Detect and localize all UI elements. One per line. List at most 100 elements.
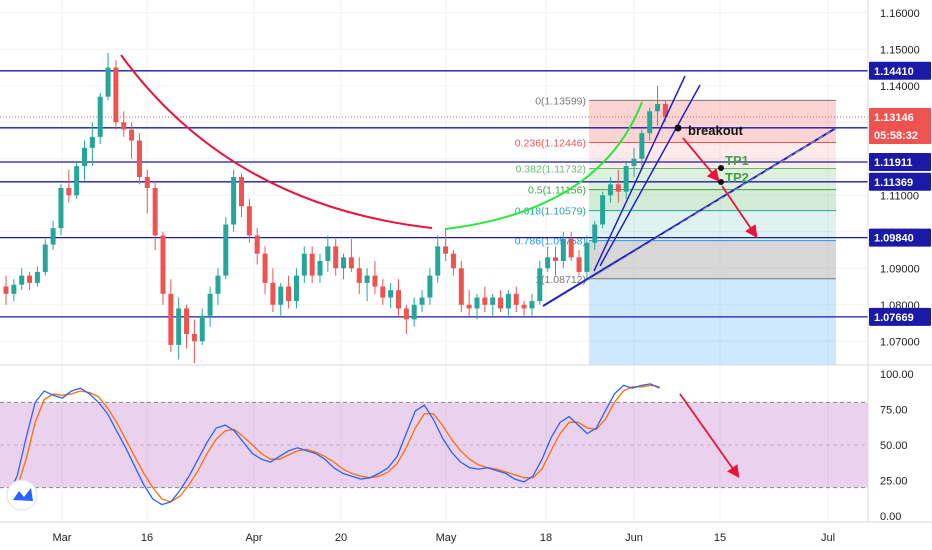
candle-body (254, 235, 260, 254)
candle-body (521, 304, 527, 309)
candle-body (560, 239, 566, 261)
countdown-tag: 05:58:32 (874, 130, 918, 142)
candle-body (600, 195, 606, 225)
candle-body (396, 290, 401, 309)
candle-body (176, 308, 182, 345)
candle-body (301, 253, 307, 276)
candle-body (458, 268, 464, 305)
candle-body (647, 111, 653, 134)
fib-level-label: 0.236(1.12446) (515, 137, 586, 149)
stochastic-oscillator-pane (0, 364, 932, 506)
oscillator-tick-label: 25.00 (880, 476, 908, 488)
candle-body (160, 235, 166, 294)
fib-level-label: 0.5(1.11156) (528, 185, 586, 197)
tradingview-logo-icon[interactable] (6, 479, 38, 511)
candle-body (482, 297, 488, 305)
candle-body (113, 67, 119, 123)
candle-body (341, 257, 347, 269)
candle-body (105, 67, 111, 97)
candle-body (89, 136, 95, 148)
oscillator-band (0, 402, 868, 488)
candle-body (34, 271, 40, 283)
candle-body (388, 290, 394, 298)
level-price-tag: 1.14410 (874, 66, 914, 78)
candle-body (11, 284, 17, 294)
candle-body (655, 104, 661, 112)
level-price-tag-bg (869, 61, 931, 80)
oscillator-tick-label: 75.00 (880, 405, 908, 417)
candle-body (19, 275, 25, 285)
oscillator-down-arrow (679, 393, 740, 479)
candle-body (270, 282, 276, 305)
horizontal-levels[interactable] (0, 70, 868, 318)
level-price-tag-bg (869, 228, 931, 247)
candle-body (3, 286, 9, 294)
oscillator-tick-label: 50.00 (880, 440, 908, 452)
oscillator-tick-label: 100.00 (880, 369, 914, 381)
candle-body (537, 268, 543, 302)
candle-body (553, 257, 558, 261)
main-trendline (542, 127, 837, 307)
candle-body (168, 293, 174, 345)
candle-body (325, 246, 331, 261)
candle-body (639, 133, 645, 159)
tp2-dot (718, 179, 724, 185)
current-price-tag-bg (869, 107, 931, 144)
fib-level-label: 0(1.13599) (535, 95, 586, 107)
candle-body (152, 187, 158, 236)
dashed-projection-line (587, 127, 837, 281)
candle-body (505, 293, 511, 309)
candle-body (27, 275, 33, 283)
fib-zone (589, 189, 836, 211)
level-price-tag-bg (869, 153, 931, 172)
candle-body (286, 286, 292, 302)
candle-body (419, 297, 425, 305)
candle-body (74, 166, 80, 196)
level-price-tag-bg (869, 172, 931, 191)
time-tick-label: Mar (53, 532, 72, 544)
candle-body (356, 268, 362, 283)
level-price-tag-bg (869, 307, 931, 326)
candle-body (615, 184, 621, 192)
candle-body (403, 308, 409, 320)
fibonacci-retracement[interactable]: 0(1.13599) 0.236(1.12446) 0.382(1.11732) 0.… (515, 95, 836, 365)
price-tick-label: 1.09000 (880, 263, 920, 275)
fib-level-label: 0.382(1.11732) (516, 164, 586, 176)
candle-body (513, 293, 519, 305)
candle-body (262, 253, 268, 283)
candle-body (435, 246, 441, 276)
time-tick-label: Jul (821, 532, 835, 544)
breakout-label: breakout (688, 123, 744, 138)
candle-body (293, 275, 299, 302)
candle-body (199, 315, 205, 342)
level-price-tag: 1.09840 (874, 233, 914, 245)
time-tick-label: 20 (335, 532, 347, 544)
candle-body (58, 187, 64, 229)
logo-mark (13, 488, 33, 501)
candle-body (42, 244, 48, 272)
time-tick-label: Jun (625, 532, 643, 544)
fib-zone (589, 240, 836, 279)
candle-body (443, 246, 449, 254)
candle-body (545, 257, 551, 269)
down-arrow-2 (721, 185, 758, 239)
candle-body (50, 228, 56, 245)
time-tick-label: Apr (245, 532, 262, 544)
candle-body (223, 224, 229, 276)
candle-body (529, 301, 535, 309)
candle-body (333, 246, 339, 269)
candle-body (246, 206, 252, 236)
fib-zone (589, 100, 836, 143)
candle-body (498, 297, 504, 309)
tp2-label: TP2 (725, 170, 749, 185)
fib-zone (589, 210, 836, 241)
candle-body (364, 275, 370, 283)
candlestick-series (3, 52, 668, 364)
candle-body (584, 242, 590, 272)
current-price-tag: 1.13146 (874, 112, 914, 124)
trend-drawings[interactable]: breakout TP1 TP2 (120, 54, 837, 307)
fib-level-label: 0.786(1.09758) (515, 236, 586, 248)
candle-body (607, 184, 613, 196)
red-curve (120, 54, 433, 229)
